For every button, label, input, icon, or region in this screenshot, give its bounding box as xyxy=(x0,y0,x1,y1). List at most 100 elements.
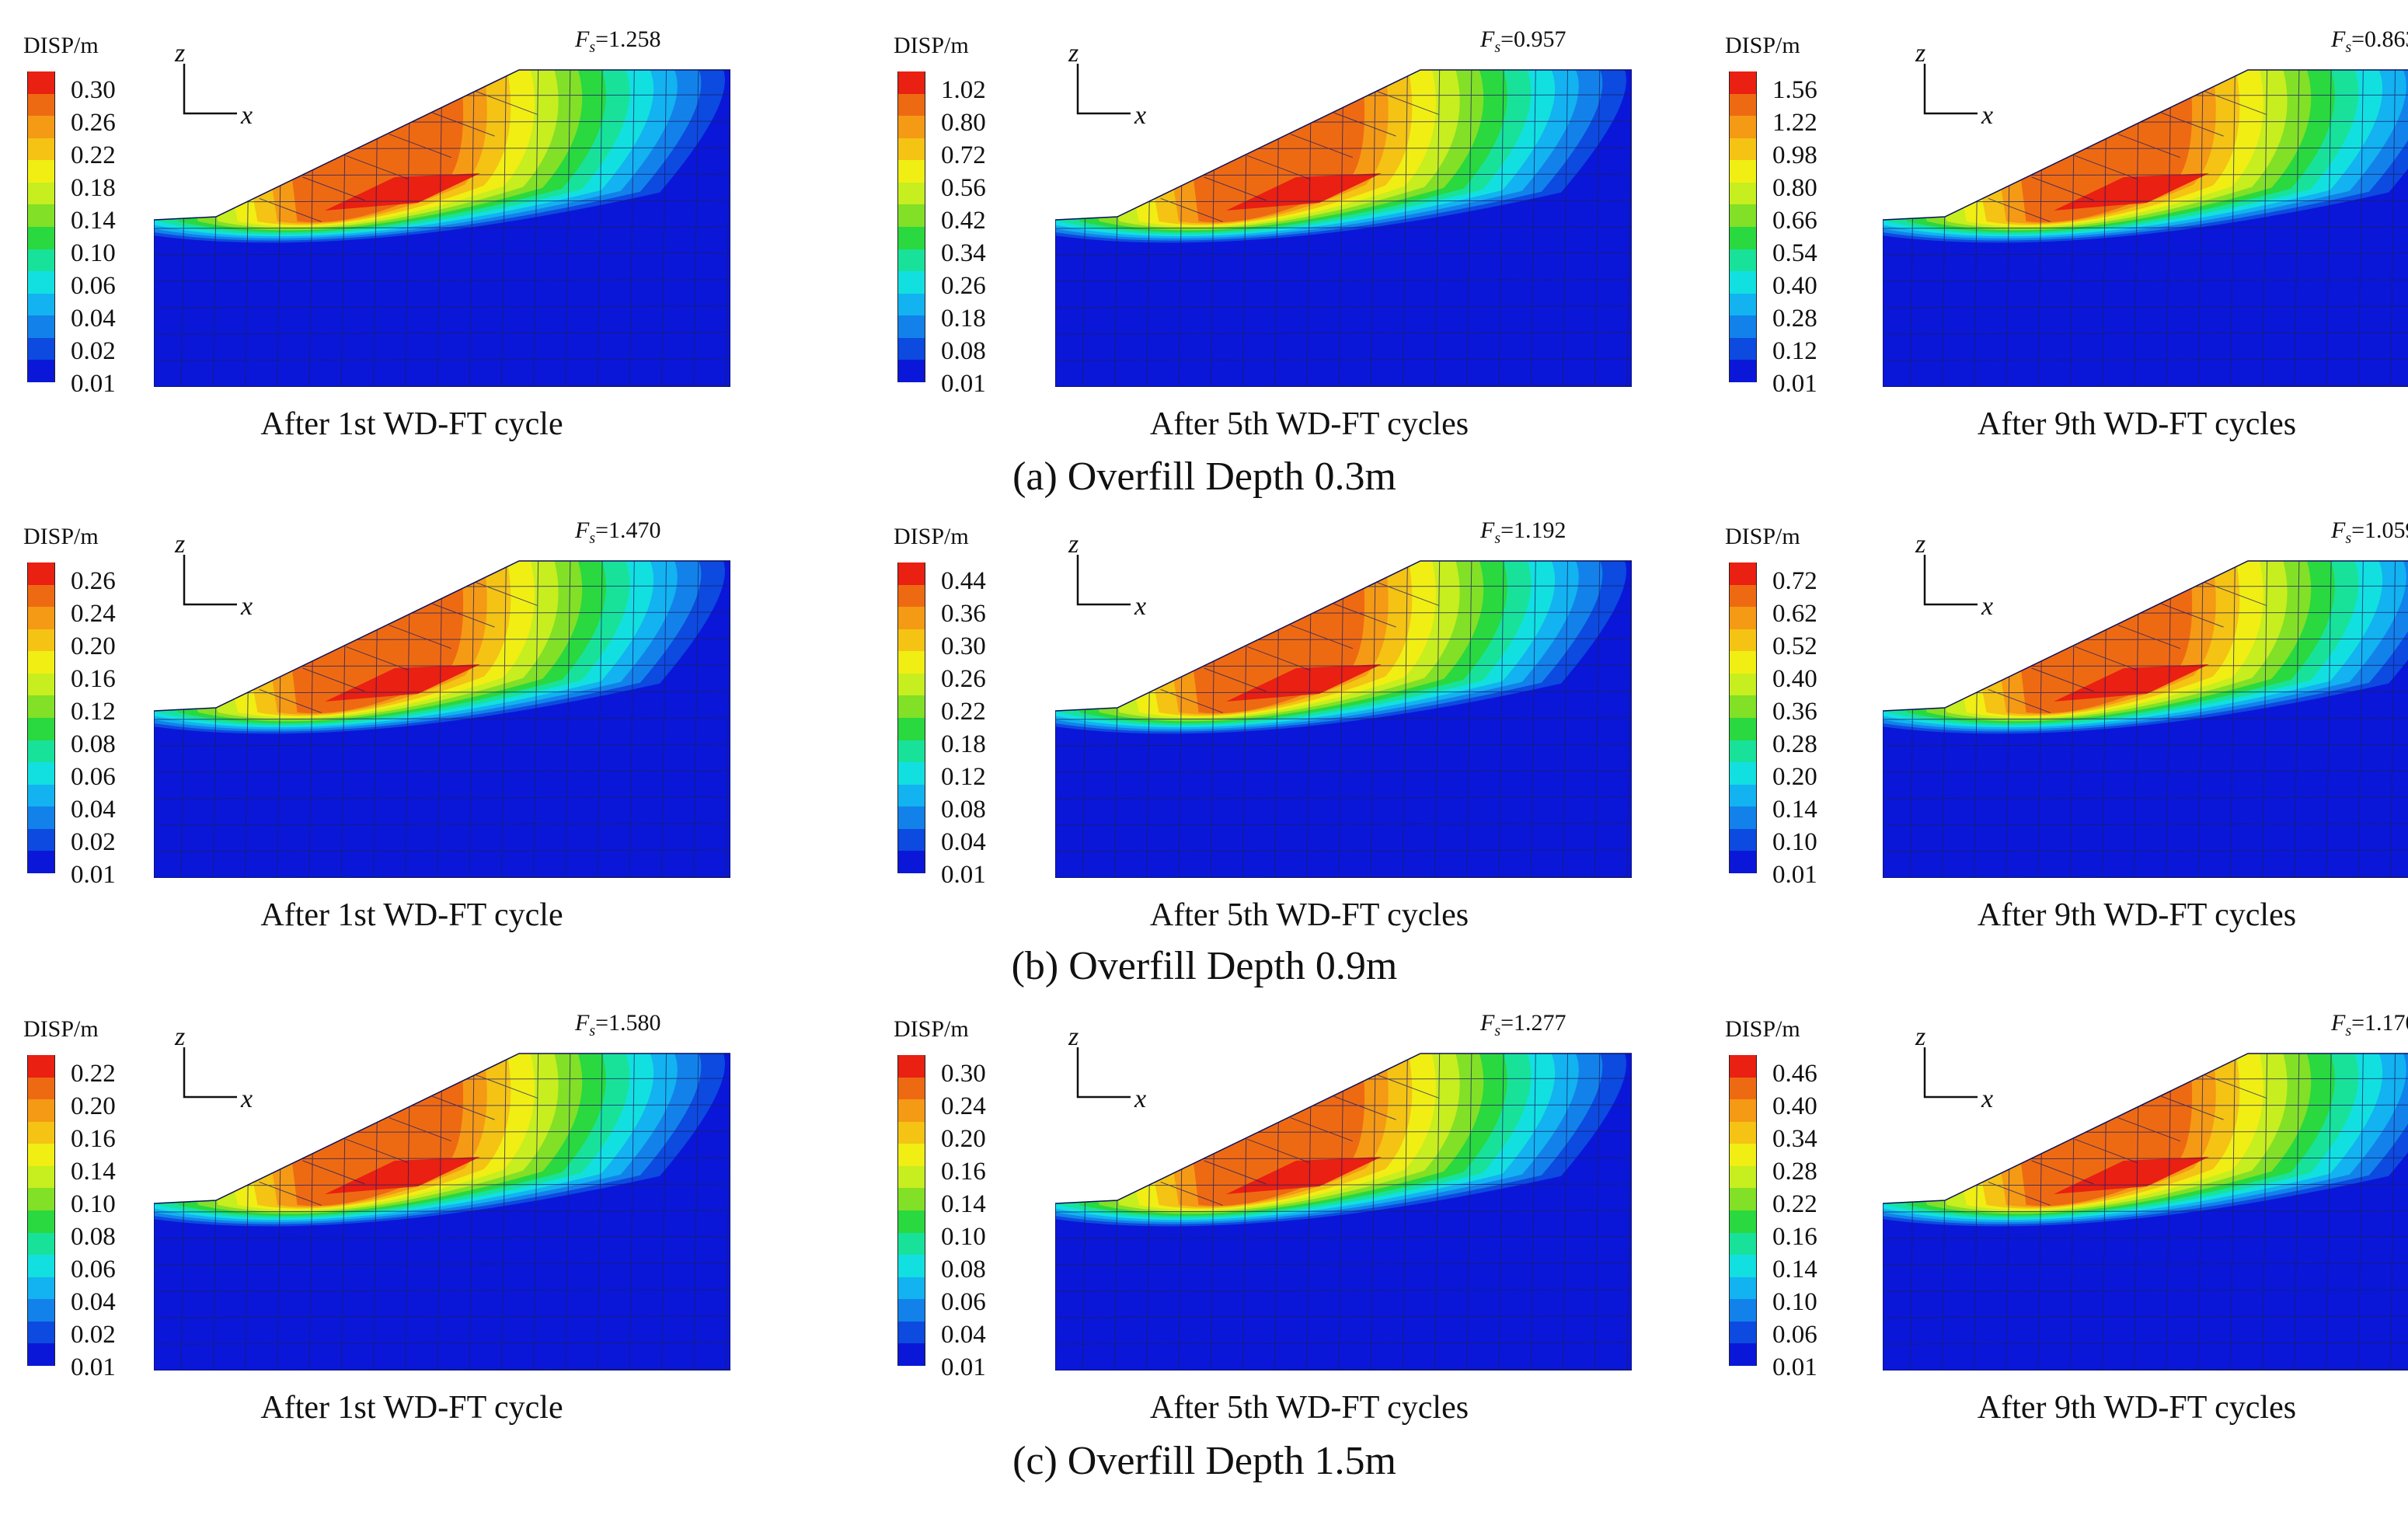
legend-band xyxy=(27,315,55,339)
axis-z-label: z xyxy=(1915,39,1926,68)
panel-caption: After 1st WD-FT cycle xyxy=(260,406,563,442)
model-outline xyxy=(154,560,730,878)
legend-band xyxy=(27,762,55,785)
legend-tick-label: 0.30 xyxy=(941,1060,986,1088)
legend-tick-label: 0.62 xyxy=(1772,600,1817,628)
axis-x-label: x xyxy=(1981,101,1994,130)
legend-band xyxy=(897,806,925,830)
legend-band xyxy=(1729,1144,1757,1167)
legend-band xyxy=(897,784,925,807)
fs-value: =1.170 xyxy=(2351,1010,2408,1036)
legend-tick-label: 0.08 xyxy=(941,796,986,824)
legend-tick-label: 0.04 xyxy=(71,305,116,333)
factor-of-safety: Fs=1.470 xyxy=(575,517,661,547)
legend-band xyxy=(27,360,55,383)
legend-band xyxy=(1729,227,1757,250)
legend-band xyxy=(1729,71,1757,95)
color-legend xyxy=(27,71,55,383)
legend-band xyxy=(897,607,925,630)
color-legend xyxy=(27,1055,55,1367)
legend-band xyxy=(1729,806,1757,830)
legend-unit-label: DISP/m xyxy=(894,1016,969,1042)
legend-tick-label: 0.28 xyxy=(1772,730,1817,758)
legend-band xyxy=(897,673,925,696)
legend-tick-label: 1.56 xyxy=(1772,76,1817,104)
fs-subscript: s xyxy=(1494,39,1501,56)
legend-tick-label: 0.26 xyxy=(71,567,116,595)
legend-tick-label: 0.01 xyxy=(941,370,986,398)
fs-symbol: F xyxy=(1480,517,1495,543)
legend-band xyxy=(27,1188,55,1211)
legend-band xyxy=(897,337,925,360)
legend-tick-label: 0.01 xyxy=(1772,370,1817,398)
legend-band xyxy=(27,806,55,830)
legend-tick-label: 0.18 xyxy=(941,730,986,758)
legend-band xyxy=(27,1055,55,1078)
legend-band xyxy=(1729,1121,1757,1144)
legend-band xyxy=(27,138,55,161)
legend-unit-label: DISP/m xyxy=(894,33,969,58)
legend-tick-label: 0.20 xyxy=(1772,763,1817,791)
legend-band xyxy=(897,1121,925,1144)
legend-tick-label: 0.04 xyxy=(941,828,986,856)
fs-value: =1.277 xyxy=(1500,1010,1566,1036)
legend-band xyxy=(897,160,925,183)
legend-tick-label: 0.01 xyxy=(941,861,986,889)
axis-lines xyxy=(1076,64,1131,115)
color-legend xyxy=(1729,562,1757,874)
axis-triad xyxy=(1076,1047,1131,1099)
legend-tick-label: 0.24 xyxy=(941,1092,986,1120)
legend-tick-label: 0.30 xyxy=(941,632,986,660)
fs-value: =1.470 xyxy=(595,517,661,543)
panel-caption: After 5th WD-FT cycles xyxy=(1149,897,1469,933)
legend-band xyxy=(1729,673,1757,696)
model-outline xyxy=(1055,560,1632,878)
slope-model xyxy=(1055,560,1632,878)
legend-band xyxy=(897,293,925,316)
legend-unit-label: DISP/m xyxy=(23,1016,99,1042)
slope-model xyxy=(1883,69,2408,387)
fs-symbol: F xyxy=(575,1010,590,1036)
legend-tick-label: 0.01 xyxy=(941,1353,986,1381)
legend-unit-label: DISP/m xyxy=(1725,33,1800,58)
fs-symbol: F xyxy=(575,517,590,543)
legend-band xyxy=(897,93,925,117)
legend-band xyxy=(27,1099,55,1123)
factor-of-safety: Fs=1.059 xyxy=(2331,517,2408,547)
legend-band xyxy=(897,1077,925,1100)
legend-band xyxy=(1729,784,1757,807)
legend-band xyxy=(897,271,925,294)
row-caption-c: (c) Overfill Depth 1.5m xyxy=(1012,1439,1396,1483)
legend-band xyxy=(897,718,925,741)
fs-value: =1.059 xyxy=(2351,517,2408,543)
legend-tick-label: 0.42 xyxy=(941,207,986,235)
legend-band xyxy=(27,695,55,719)
legend-tick-label: 0.06 xyxy=(71,272,116,300)
legend-band xyxy=(27,1299,55,1322)
legend-tick-label: 0.40 xyxy=(1772,272,1817,300)
legend-band xyxy=(27,227,55,250)
legend-band xyxy=(897,227,925,250)
legend-band xyxy=(27,851,55,874)
legend-band xyxy=(1729,204,1757,228)
legend-tick-label: 0.56 xyxy=(941,174,986,202)
legend-band xyxy=(1729,1276,1757,1300)
factor-of-safety: Fs=0.957 xyxy=(1480,28,1566,56)
legend-band xyxy=(1729,695,1757,719)
panel-caption: After 5th WD-FT cycles xyxy=(1149,406,1469,442)
legend-band xyxy=(897,762,925,785)
legend-tick-label: 0.10 xyxy=(71,1190,116,1218)
axis-z-label: z xyxy=(1915,530,1926,559)
legend-tick-label: 0.44 xyxy=(941,567,986,595)
model-outline xyxy=(1055,1053,1632,1370)
legend-tick-label: 0.20 xyxy=(941,1125,986,1153)
legend-band xyxy=(1729,93,1757,117)
factor-of-safety: Fs=1.258 xyxy=(575,28,661,56)
legend-band xyxy=(27,607,55,630)
legend-band xyxy=(27,337,55,360)
legend-tick-label: 0.16 xyxy=(941,1158,986,1186)
fs-symbol: F xyxy=(2331,26,2346,52)
axis-lines xyxy=(183,1047,237,1099)
fs-value: =1.192 xyxy=(1500,517,1566,543)
legend-tick-label: 0.12 xyxy=(1772,337,1817,365)
